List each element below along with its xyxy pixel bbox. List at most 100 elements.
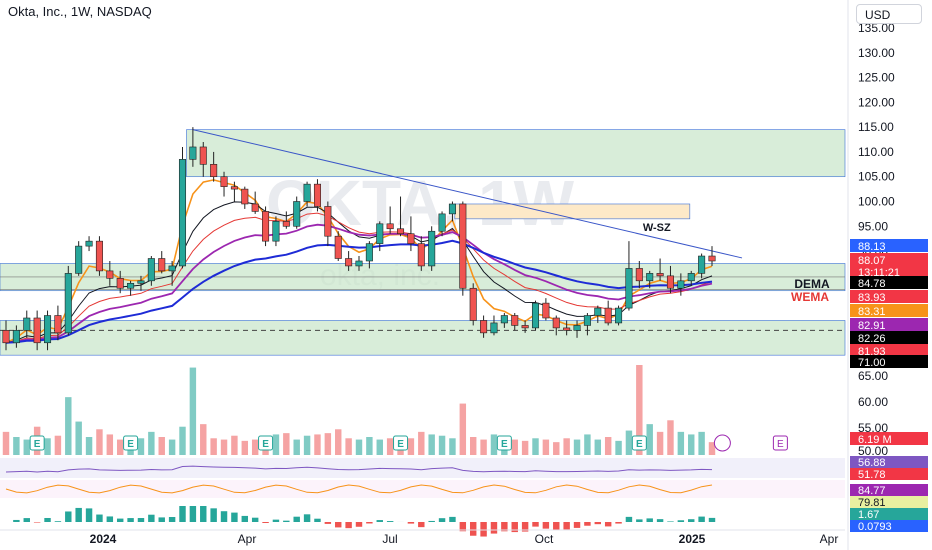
price-badge	[850, 344, 928, 357]
volume-bar	[563, 438, 570, 455]
candle-body	[698, 255, 706, 274]
candle-body	[210, 164, 218, 178]
ema-line	[5, 239, 713, 344]
volume-bar	[584, 434, 591, 455]
earnings-marker	[258, 435, 274, 451]
macd-bar	[449, 516, 456, 522]
volume-bar	[23, 439, 30, 455]
macd-bar	[376, 520, 383, 522]
price-badge	[850, 265, 928, 278]
candle-body	[563, 327, 571, 331]
wsz-zone	[454, 203, 691, 220]
price-tick-label: 105.00	[858, 170, 895, 184]
macd-bar	[210, 508, 217, 522]
macd-bar	[127, 518, 134, 522]
dema-label: DEMA	[794, 277, 830, 291]
macd-bar	[189, 506, 197, 522]
volume-bar	[272, 434, 280, 455]
candle-body	[220, 176, 228, 187]
candle-body	[542, 302, 550, 319]
volume-bar	[511, 439, 518, 455]
candle-body	[386, 223, 394, 230]
indicator-badge	[850, 456, 928, 468]
macd-bar	[54, 521, 62, 522]
candle-body	[189, 146, 197, 160]
volume-bar	[521, 440, 529, 455]
volume-bar	[148, 431, 155, 455]
price-tick-label: 60.00	[858, 395, 888, 409]
rsi-line	[5, 465, 713, 473]
volume-bar	[480, 439, 487, 455]
volume-bar	[137, 438, 145, 455]
indicator-badge-text: 0.0793	[858, 521, 892, 533]
volume-bar	[573, 439, 581, 455]
candle-body	[345, 258, 353, 267]
volume-bar	[459, 403, 467, 455]
volume-bar	[708, 442, 716, 455]
price-badge-text: 82.91	[858, 320, 886, 332]
macd-bar	[106, 516, 114, 522]
volume-bar	[532, 438, 539, 455]
price-badge-text: 82.26	[858, 333, 886, 345]
candle-body	[448, 203, 456, 215]
macd-bar	[314, 518, 321, 522]
rsi-pane	[0, 458, 845, 478]
volume-bar	[438, 435, 446, 455]
candle-body	[500, 315, 508, 324]
earnings-marker	[631, 435, 647, 451]
price-badge-text: 88.07	[858, 255, 886, 267]
candle-body	[178, 159, 187, 267]
candle-body	[635, 268, 643, 282]
volume-bar	[303, 435, 311, 455]
macd-bar	[33, 522, 41, 523]
candle-body	[677, 280, 685, 289]
price-tick-label: 50.00	[858, 444, 888, 458]
macd-bar	[231, 512, 238, 522]
symbol-title: Okta, Inc., 1W, NASDAQ	[8, 4, 152, 19]
candle-body	[33, 317, 41, 344]
candle-body	[12, 330, 20, 344]
candle-body	[469, 287, 477, 321]
candle-body	[168, 265, 176, 272]
candle-body	[376, 223, 384, 244]
candle-body	[85, 240, 93, 247]
candle-body	[272, 221, 280, 242]
price-badge	[850, 276, 928, 289]
macd-bar	[241, 515, 249, 522]
macd-bar	[511, 522, 518, 533]
stoch-line	[5, 484, 713, 494]
macd-bar	[646, 518, 653, 522]
candle-body	[282, 221, 290, 227]
macd-bar	[65, 511, 72, 522]
macd-bar	[75, 507, 82, 522]
candle-body	[407, 233, 415, 244]
volume-bar	[283, 433, 290, 455]
price-tick-label: 100.00	[858, 195, 895, 209]
volume-bar	[688, 434, 695, 455]
volume-bar	[85, 437, 93, 455]
indicator-badge-text: 56.88	[858, 457, 886, 469]
candle-body	[241, 188, 249, 205]
currency-button[interactable]: USD	[856, 4, 922, 24]
candle-body	[106, 270, 114, 279]
candle-body	[127, 282, 135, 289]
candle-body	[64, 273, 72, 334]
time-label: Apr	[820, 532, 839, 546]
price-badge	[850, 290, 928, 303]
price-tick-label: 130.00	[858, 46, 895, 60]
price-tick-label: 120.00	[858, 95, 895, 109]
candle-body	[334, 235, 342, 259]
earnings-label: E	[34, 439, 41, 450]
volume-bar	[615, 440, 622, 455]
price-badge-text: 83.31	[858, 306, 886, 318]
indicator-badge-text: 84.77	[858, 485, 886, 497]
indicator-badge	[850, 508, 928, 520]
time-label: Apr	[238, 532, 257, 546]
candle-body	[365, 243, 373, 262]
volume-bar	[449, 438, 456, 455]
time-label: 2025	[679, 532, 706, 546]
volume-bar	[335, 429, 342, 455]
price-badge	[850, 318, 928, 331]
indicator-badge-text: 1.67	[858, 509, 879, 521]
